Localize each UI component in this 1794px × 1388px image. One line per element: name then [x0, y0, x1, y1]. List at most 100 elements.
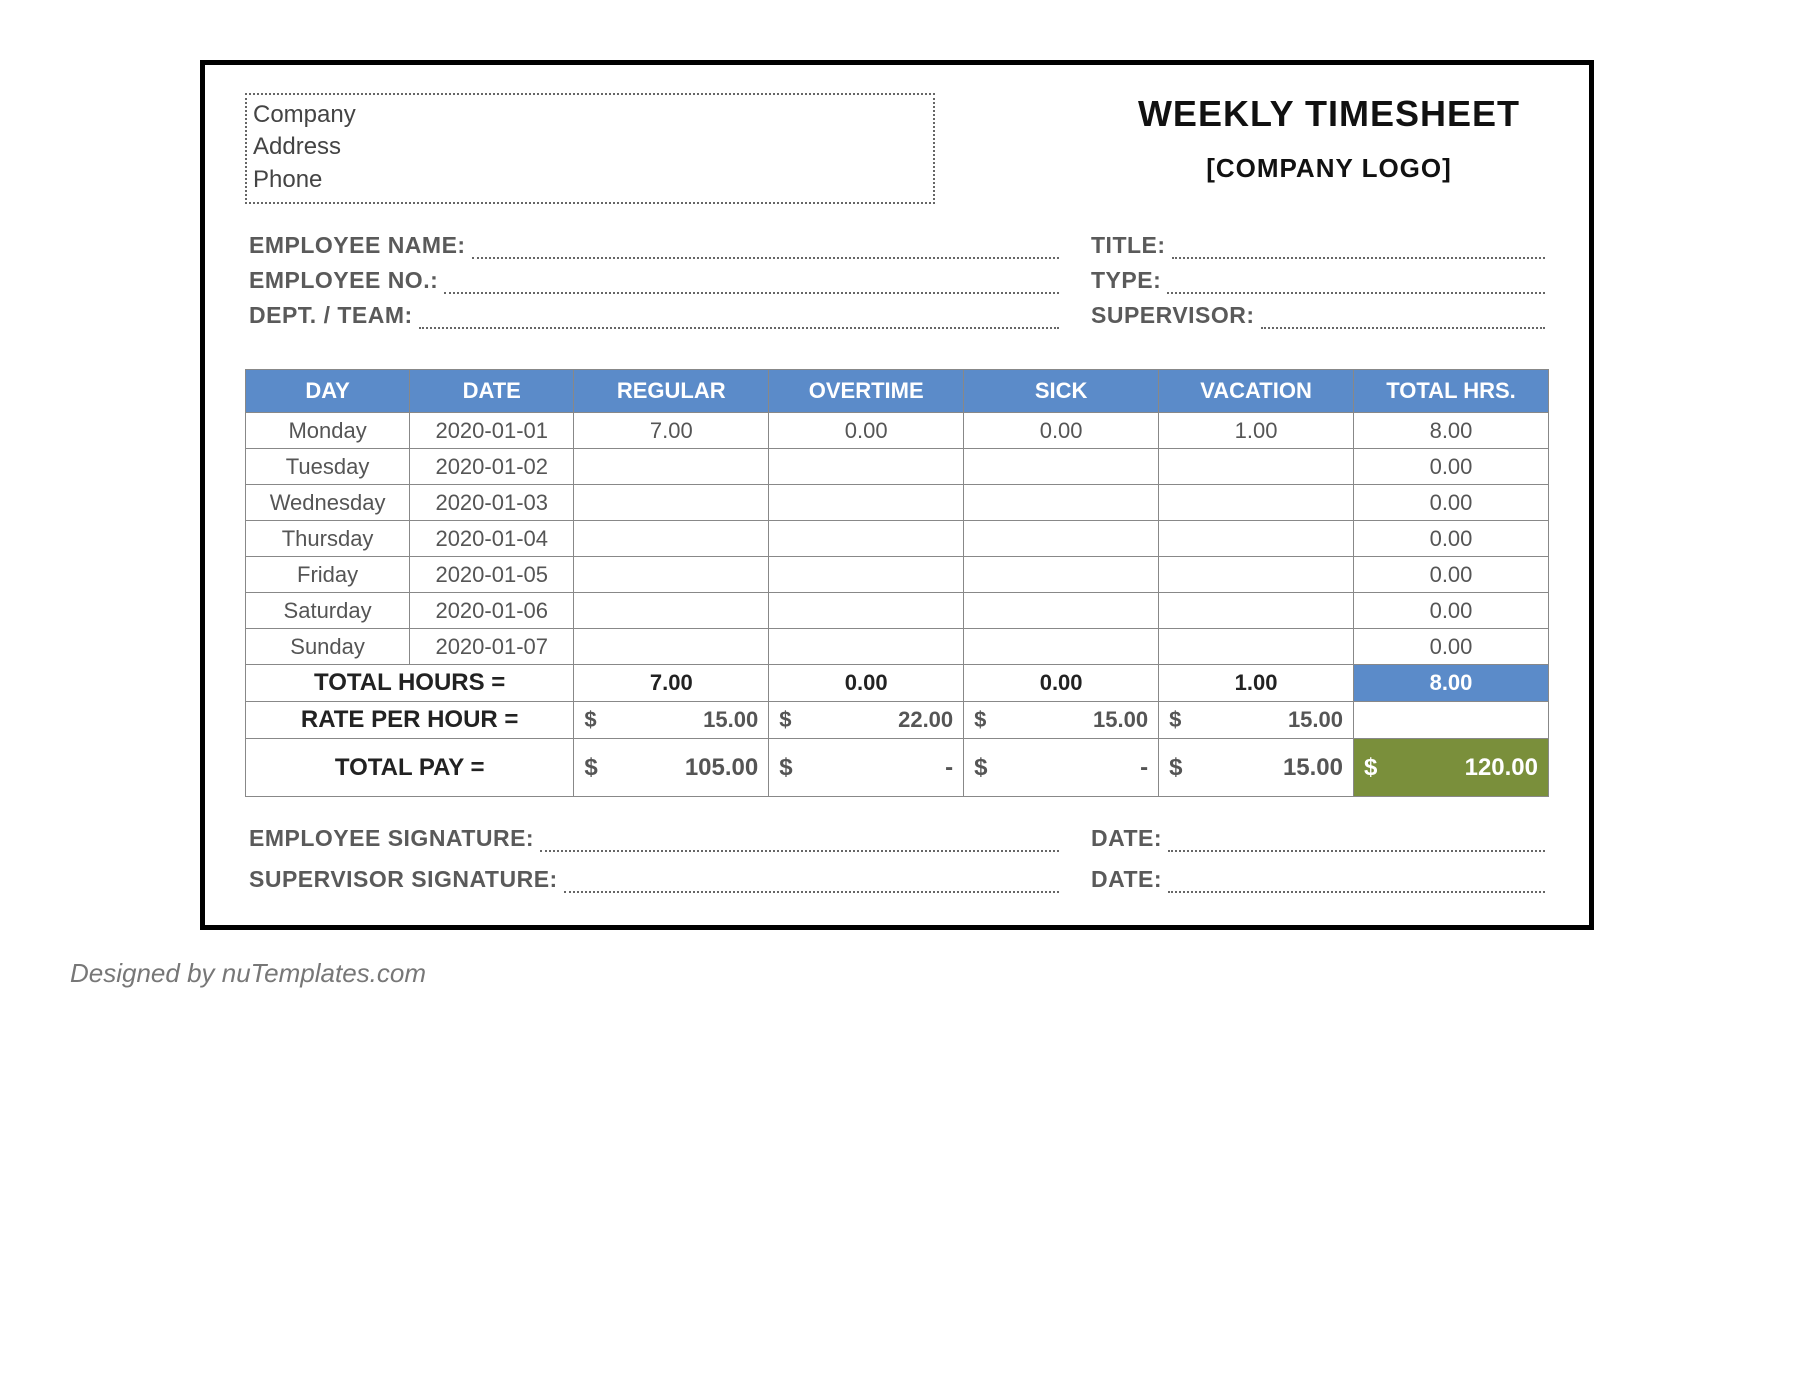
row-rate: RATE PER HOUR = $15.00 $22.00 $15.00 $15…: [246, 702, 1549, 739]
cell-overtime[interactable]: [769, 557, 964, 593]
cell-overtime[interactable]: [769, 521, 964, 557]
cell-regular[interactable]: [574, 593, 769, 629]
table-row: Monday2020-01-017.000.000.001.008.00: [246, 413, 1549, 449]
label-total-hours: TOTAL HOURS =: [246, 665, 574, 702]
cell-vacation[interactable]: [1159, 557, 1354, 593]
cell-day: Monday: [246, 413, 410, 449]
cell-regular[interactable]: 7.00: [574, 413, 769, 449]
cell-sick[interactable]: [964, 449, 1159, 485]
total-hours-grand: 8.00: [1354, 665, 1549, 702]
rate-overtime[interactable]: $22.00: [769, 702, 964, 739]
company-address: Address: [253, 131, 927, 163]
table-row: Tuesday2020-01-020.00: [246, 449, 1549, 485]
cell-vacation[interactable]: [1159, 485, 1354, 521]
cell-sick[interactable]: [964, 521, 1159, 557]
cell-total: 0.00: [1354, 593, 1549, 629]
timesheet-sheet: Company Address Phone WEEKLY TIMESHEET […: [200, 60, 1594, 930]
cell-total: 0.00: [1354, 449, 1549, 485]
rate-vacation[interactable]: $15.00: [1159, 702, 1354, 739]
cell-date: 2020-01-05: [410, 557, 574, 593]
cell-vacation[interactable]: [1159, 521, 1354, 557]
cell-vacation[interactable]: [1159, 629, 1354, 665]
field-employee-signature[interactable]: EMPLOYEE SIGNATURE:: [249, 825, 1059, 852]
cell-regular[interactable]: [574, 521, 769, 557]
cell-overtime[interactable]: [769, 593, 964, 629]
total-hours-sick: 0.00: [964, 665, 1159, 702]
row-total-pay: TOTAL PAY = $105.00 $- $- $15.00 $120.00: [246, 739, 1549, 797]
cell-total: 0.00: [1354, 485, 1549, 521]
cell-date: 2020-01-03: [410, 485, 574, 521]
cell-total: 0.00: [1354, 521, 1549, 557]
col-total: TOTAL HRS.: [1354, 370, 1549, 413]
field-type[interactable]: TYPE:: [1091, 267, 1545, 294]
row-total-hours: TOTAL HOURS = 7.00 0.00 0.00 1.00 8.00: [246, 665, 1549, 702]
table-row: Saturday2020-01-06 0.00: [246, 593, 1549, 629]
cell-day: Thursday: [246, 521, 410, 557]
col-day: DAY: [246, 370, 410, 413]
col-regular: REGULAR: [574, 370, 769, 413]
company-info-box[interactable]: Company Address Phone: [245, 93, 935, 204]
cell-sick[interactable]: [964, 593, 1159, 629]
cell-date: 2020-01-06: [410, 593, 574, 629]
label-rate: RATE PER HOUR =: [246, 702, 574, 739]
company-name: Company: [253, 99, 927, 131]
field-employee-name[interactable]: EMPLOYEE NAME:: [249, 232, 1059, 259]
rate-sick[interactable]: $15.00: [964, 702, 1159, 739]
pay-sick: $-: [964, 739, 1159, 797]
cell-day: Wednesday: [246, 485, 410, 521]
cell-overtime[interactable]: 0.00: [769, 413, 964, 449]
company-logo-placeholder: [COMPANY LOGO]: [1109, 153, 1549, 184]
table-header-row: DAY DATE REGULAR OVERTIME SICK VACATION …: [246, 370, 1549, 413]
rate-regular[interactable]: $15.00: [574, 702, 769, 739]
cell-date: 2020-01-07: [410, 629, 574, 665]
cell-overtime[interactable]: [769, 449, 964, 485]
cell-vacation[interactable]: 1.00: [1159, 413, 1354, 449]
rate-total-blank: [1354, 702, 1549, 739]
pay-vacation: $15.00: [1159, 739, 1354, 797]
cell-day: Friday: [246, 557, 410, 593]
cell-day: Tuesday: [246, 449, 410, 485]
field-title[interactable]: TITLE:: [1091, 232, 1545, 259]
cell-regular[interactable]: [574, 557, 769, 593]
cell-day: Sunday: [246, 629, 410, 665]
cell-day: Saturday: [246, 593, 410, 629]
cell-regular[interactable]: [574, 629, 769, 665]
cell-total: 8.00: [1354, 413, 1549, 449]
col-vacation: VACATION: [1159, 370, 1354, 413]
table-row: Friday2020-01-05 0.00: [246, 557, 1549, 593]
pay-grand-total: $120.00: [1354, 739, 1549, 797]
employee-info-grid: EMPLOYEE NAME: TITLE: EMPLOYEE NO.: TYPE…: [245, 232, 1549, 329]
cell-sick[interactable]: [964, 629, 1159, 665]
cell-total: 0.00: [1354, 557, 1549, 593]
cell-total: 0.00: [1354, 629, 1549, 665]
table-row: Sunday2020-01-07 0.00: [246, 629, 1549, 665]
field-dept-team[interactable]: DEPT. / TEAM:: [249, 302, 1059, 329]
field-supervisor[interactable]: SUPERVISOR:: [1091, 302, 1545, 329]
total-hours-vacation: 1.00: [1159, 665, 1354, 702]
label-total-pay: TOTAL PAY =: [246, 739, 574, 797]
field-employee-no[interactable]: EMPLOYEE NO.:: [249, 267, 1059, 294]
cell-sick[interactable]: [964, 557, 1159, 593]
credit-line: Designed by nuTemplates.com: [70, 958, 1734, 989]
cell-regular[interactable]: [574, 449, 769, 485]
field-employee-sig-date[interactable]: DATE:: [1091, 825, 1545, 852]
cell-sick[interactable]: 0.00: [964, 413, 1159, 449]
field-supervisor-sig-date[interactable]: DATE:: [1091, 866, 1545, 893]
total-hours-regular: 7.00: [574, 665, 769, 702]
pay-regular: $105.00: [574, 739, 769, 797]
cell-overtime[interactable]: [769, 629, 964, 665]
cell-regular[interactable]: [574, 485, 769, 521]
page-title: WEEKLY TIMESHEET: [1109, 93, 1549, 135]
col-sick: SICK: [964, 370, 1159, 413]
pay-overtime: $-: [769, 739, 964, 797]
cell-vacation[interactable]: [1159, 449, 1354, 485]
field-supervisor-signature[interactable]: SUPERVISOR SIGNATURE:: [249, 866, 1059, 893]
signature-grid: EMPLOYEE SIGNATURE: DATE: SUPERVISOR SIG…: [245, 825, 1549, 893]
cell-overtime[interactable]: [769, 485, 964, 521]
table-row: Thursday2020-01-040.00: [246, 521, 1549, 557]
cell-sick[interactable]: [964, 485, 1159, 521]
col-date: DATE: [410, 370, 574, 413]
total-hours-overtime: 0.00: [769, 665, 964, 702]
title-box: WEEKLY TIMESHEET [COMPANY LOGO]: [1109, 93, 1549, 184]
cell-vacation[interactable]: [1159, 593, 1354, 629]
